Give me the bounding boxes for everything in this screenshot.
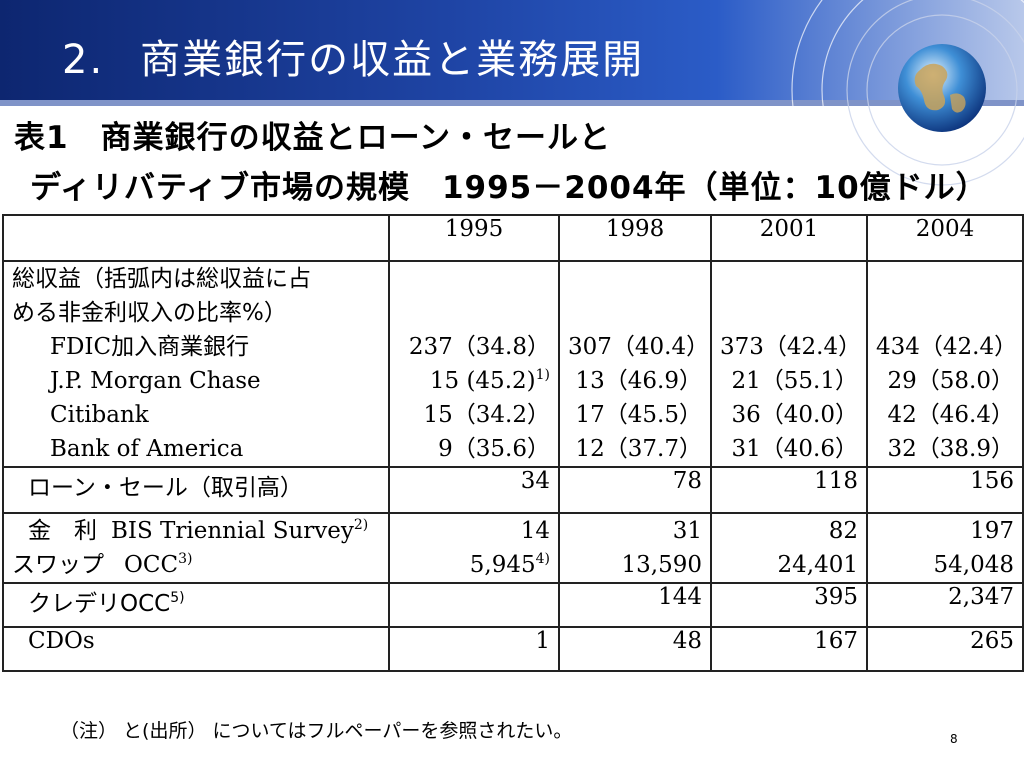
value: 9（35.6） — [438, 436, 550, 462]
value: 42（46.4） — [887, 402, 1014, 428]
value: 2,347 — [866, 582, 1024, 628]
table-row-credit-derivatives: クレデリOCC5) 144 395 2,347 — [2, 582, 1024, 628]
value: 17（45.5） — [575, 402, 702, 428]
row-label: CDOs — [2, 626, 390, 672]
value: 307（40.4） — [568, 334, 710, 360]
section-number: 2. — [62, 37, 105, 83]
value: 265 — [866, 626, 1024, 672]
value: 36（40.0） — [731, 402, 858, 428]
value-cell: 373（42.4） 21（55.1） 36（40.0） 31（40.6） — [710, 260, 868, 468]
page-title: 2. 商業銀行の収益と業務展開 — [62, 34, 644, 86]
value: 13（46.9） — [575, 368, 702, 394]
value: 29（58.0） — [887, 368, 1014, 394]
occ-label: OCC — [124, 552, 179, 578]
total-label-line1: 総収益（括弧内は総収益に占 — [12, 266, 311, 292]
value: 118 — [710, 466, 868, 514]
value: 1 — [388, 626, 560, 672]
bank-name: Citibank — [50, 402, 149, 428]
globe-decoration — [790, 0, 1024, 230]
value: 48 — [558, 626, 712, 672]
total-label-line2: める非金利収入の比率%） — [12, 300, 287, 326]
table-row-cdos: CDOs 1 48 167 265 — [2, 626, 1024, 672]
value: 156 — [866, 466, 1024, 514]
year-header: 1995 — [388, 214, 560, 262]
value: 167 — [710, 626, 868, 672]
value: 15（34.2） — [423, 402, 550, 428]
year-header: 2001 — [710, 214, 868, 262]
footnote-mark: 2) — [353, 517, 369, 533]
value-cell: 82 24,401 — [710, 512, 868, 584]
row-label-cell: 総収益（括弧内は総収益に占 める非金利収入の比率%） FDIC加入商業銀行 J.… — [2, 260, 390, 468]
row-label: クレデリOCC — [28, 591, 171, 617]
value: 5,945 — [469, 552, 536, 578]
value: 32（38.9） — [887, 436, 1014, 462]
row-label-cell: クレデリOCC5) — [2, 582, 390, 628]
table-header-row: 1995 1998 2001 2004 — [2, 214, 1024, 262]
header-empty-cell — [2, 214, 390, 262]
value: 34 — [388, 466, 560, 514]
row-label-cell: 金 利 BIS Triennial Survey2) スワップ OCC3) — [2, 512, 390, 584]
year-header: 2004 — [866, 214, 1024, 262]
table-caption-line1: 表1 商業銀行の収益とローン・セールと — [14, 120, 612, 156]
table-row-total-revenue: 総収益（括弧内は総収益に占 める非金利収入の比率%） FDIC加入商業銀行 J.… — [2, 260, 1024, 468]
value-cell: 197 54,048 — [866, 512, 1024, 584]
table-caption-line2: ディリバティブ市場の規模 1995－2004年（単位：10億ドル） — [30, 170, 988, 206]
page-number: 8 — [950, 732, 958, 746]
value: 82 — [828, 518, 858, 544]
bank-name: FDIC加入商業銀行 — [50, 334, 250, 360]
footnote-mark: 4) — [535, 551, 550, 567]
table-row-loan-sale: ローン・セール（取引高） 34 78 118 156 — [2, 466, 1024, 514]
value-cell: 307（40.4） 13（46.9） 17（45.5） 12（37.7） — [558, 260, 712, 468]
footnote-mark: 5) — [170, 590, 185, 606]
swap-label-a: 金 利 — [28, 518, 97, 544]
footnote: （注） と(出所） についてはフルペーパーを参照されたい。 — [60, 720, 573, 742]
value-cell: 31 13,590 — [558, 512, 712, 584]
value: 78 — [558, 466, 712, 514]
footnote-mark: 3) — [178, 551, 193, 567]
header-band — [0, 0, 1024, 100]
value-cell: 237（34.8） 15 (45.2)1) 15（34.2） 9（35.6） — [388, 260, 560, 468]
value: 395 — [710, 582, 868, 628]
value: 434（42.4） — [876, 334, 1018, 360]
value: 14 — [520, 518, 550, 544]
value: 373（42.4） — [720, 334, 862, 360]
bis-label: BIS Triennial Survey — [111, 518, 354, 544]
value: 15 (45.2) — [429, 368, 536, 394]
value: 24,401 — [777, 552, 858, 578]
globe-icon — [791, 0, 1024, 230]
data-table: 1995 1998 2001 2004 総収益（括弧内は総収益に占 める非金利収… — [2, 214, 1024, 672]
table-row-interest-swap: 金 利 BIS Triennial Survey2) スワップ OCC3) 14 5… — [2, 512, 1024, 584]
title-text: 商業銀行の収益と業務展開 — [140, 37, 645, 83]
value: 197 — [970, 518, 1014, 544]
value-cell: 14 5,9454) — [388, 512, 560, 584]
value — [388, 582, 560, 628]
bank-name: J.P. Morgan Chase — [50, 368, 261, 394]
value: 144 — [558, 582, 712, 628]
footnote-mark: 1) — [535, 367, 550, 383]
row-label: ローン・セール（取引高） — [2, 466, 390, 514]
value: 21（55.1） — [731, 368, 858, 394]
bank-name: Bank of America — [50, 436, 244, 462]
value: 31 — [672, 518, 702, 544]
value: 31（40.6） — [731, 436, 858, 462]
swap-label-b: スワップ — [12, 552, 104, 578]
year-header: 1998 — [558, 214, 712, 262]
value: 54,048 — [933, 552, 1014, 578]
value: 237（34.8） — [408, 334, 550, 360]
value: 13,590 — [621, 552, 702, 578]
header-divider — [0, 100, 1024, 106]
value-cell: 434（42.4） 29（58.0） 42（46.4） 32（38.9） — [866, 260, 1024, 468]
value: 12（37.7） — [575, 436, 702, 462]
